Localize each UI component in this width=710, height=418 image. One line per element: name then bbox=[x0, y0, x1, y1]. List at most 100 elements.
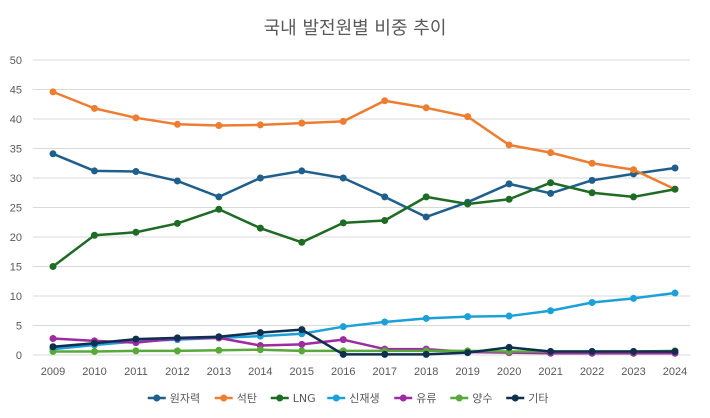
data-point bbox=[49, 88, 57, 96]
legend-item: 원자력 bbox=[147, 392, 200, 405]
data-point bbox=[298, 347, 306, 355]
legend-item: 기타 bbox=[506, 392, 549, 405]
data-point bbox=[173, 219, 181, 227]
data-point bbox=[298, 119, 306, 127]
data-point bbox=[339, 336, 347, 344]
legend-label: 신재생 bbox=[349, 392, 379, 405]
data-point bbox=[339, 219, 347, 227]
series-line bbox=[52, 181, 676, 268]
data-point bbox=[588, 159, 596, 167]
data-point bbox=[49, 334, 57, 342]
data-point bbox=[422, 193, 430, 201]
data-point bbox=[173, 347, 181, 355]
data-point bbox=[422, 350, 430, 358]
x-tick-label: 2024 bbox=[663, 366, 687, 378]
legend-swatch-marker bbox=[332, 394, 340, 402]
y-tick-label: 15 bbox=[10, 262, 22, 274]
data-point bbox=[173, 334, 181, 342]
data-point bbox=[381, 216, 389, 224]
data-point bbox=[256, 224, 264, 232]
data-point bbox=[422, 314, 430, 322]
data-point bbox=[381, 97, 389, 105]
series-line bbox=[52, 328, 675, 356]
legend-swatch-marker bbox=[153, 394, 161, 402]
y-axis-ticks: 0 5 10 15 20 25 30 35 40 45 50 bbox=[10, 55, 22, 362]
series-layer bbox=[49, 88, 679, 358]
x-tick-label: 2023 bbox=[621, 366, 645, 378]
data-point bbox=[505, 312, 513, 320]
series-1 bbox=[49, 88, 679, 193]
legend-item: 석탄 bbox=[214, 392, 257, 405]
data-point bbox=[339, 117, 347, 125]
data-point bbox=[505, 195, 513, 203]
data-point bbox=[132, 347, 140, 355]
legend-label: 석탄 bbox=[237, 392, 257, 405]
data-point bbox=[588, 176, 596, 184]
data-point bbox=[547, 179, 555, 187]
legend-swatch-marker bbox=[399, 394, 407, 402]
data-point bbox=[588, 189, 596, 197]
legend-item: 양수 bbox=[450, 392, 493, 405]
legend-label: 기타 bbox=[528, 392, 548, 405]
data-point bbox=[90, 167, 98, 175]
data-point bbox=[588, 298, 596, 306]
x-tick-label: 2012 bbox=[165, 366, 189, 378]
data-point bbox=[215, 121, 223, 129]
x-tick-label: 2020 bbox=[497, 366, 521, 378]
data-point bbox=[298, 238, 306, 246]
data-point bbox=[547, 307, 555, 315]
legend-label: 양수 bbox=[472, 392, 492, 405]
data-point bbox=[505, 141, 513, 149]
data-point bbox=[132, 114, 140, 122]
data-point bbox=[464, 113, 472, 121]
data-point bbox=[215, 205, 223, 213]
legend-item: 신재생 bbox=[327, 392, 380, 405]
data-point bbox=[132, 228, 140, 236]
data-point bbox=[671, 164, 679, 172]
series-line bbox=[52, 336, 675, 355]
y-tick-label: 40 bbox=[10, 114, 22, 126]
y-tick-label: 50 bbox=[10, 55, 22, 67]
chart-title: 국내 발전원별 비중 추이 bbox=[264, 18, 447, 39]
series-2 bbox=[49, 179, 679, 270]
x-axis-ticks: 2009 2010 2011 2012 2013 2014 2015 2016 2017 2018… bbox=[41, 366, 687, 378]
data-point bbox=[547, 149, 555, 157]
legend-item: LNG bbox=[270, 392, 316, 405]
legend-swatch-marker bbox=[511, 394, 519, 402]
x-tick-label: 2018 bbox=[414, 366, 438, 378]
x-tick-label: 2021 bbox=[538, 366, 562, 378]
y-tick-label: 35 bbox=[10, 144, 22, 156]
x-tick-label: 2015 bbox=[290, 366, 314, 378]
data-point bbox=[381, 193, 389, 201]
data-point bbox=[422, 213, 430, 221]
y-tick-label: 20 bbox=[10, 232, 22, 244]
x-tick-label: 2019 bbox=[455, 366, 479, 378]
x-tick-label: 2013 bbox=[207, 366, 231, 378]
data-point bbox=[671, 289, 679, 297]
data-point bbox=[464, 349, 472, 357]
data-point bbox=[671, 347, 679, 355]
data-point bbox=[630, 347, 638, 355]
data-point bbox=[464, 313, 472, 321]
x-tick-label: 2011 bbox=[124, 366, 148, 378]
data-point bbox=[381, 350, 389, 358]
data-point bbox=[422, 104, 430, 112]
grid-layer bbox=[33, 59, 690, 356]
data-point bbox=[298, 167, 306, 175]
data-point bbox=[505, 343, 513, 351]
data-point bbox=[256, 174, 264, 182]
data-point bbox=[90, 339, 98, 347]
series-line bbox=[52, 90, 676, 191]
data-point bbox=[547, 347, 555, 355]
legend: 원자력 석탄 LNG 신재생 유류 양수 기타 bbox=[147, 392, 549, 405]
data-point bbox=[339, 174, 347, 182]
data-point bbox=[256, 121, 264, 129]
legend-swatch-marker bbox=[220, 394, 228, 402]
data-point bbox=[464, 200, 472, 208]
data-point bbox=[90, 231, 98, 239]
data-point bbox=[90, 347, 98, 355]
data-point bbox=[547, 189, 555, 197]
data-point bbox=[132, 335, 140, 343]
data-point bbox=[339, 350, 347, 358]
